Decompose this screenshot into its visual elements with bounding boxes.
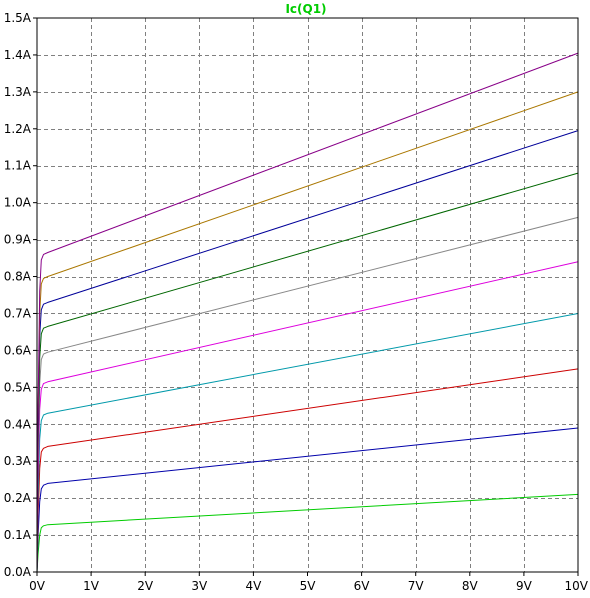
series-line-9: [36, 91, 579, 573]
series-line-3: [36, 368, 579, 573]
y-tick-label: 1.1A: [4, 159, 32, 173]
y-tick-label: 0.9A: [4, 233, 32, 247]
y-tick-label: 0.3A: [4, 454, 32, 468]
series-line-10: [36, 52, 579, 573]
x-tick-label: 3V: [191, 579, 208, 593]
y-tick-label: 1.4A: [4, 48, 32, 62]
x-tick-label: 5V: [300, 579, 317, 593]
x-tick-label: 1V: [83, 579, 100, 593]
y-tick-label: 1.0A: [4, 196, 32, 210]
series-line-5: [36, 261, 579, 573]
plot-frame: [36, 17, 579, 573]
series-lines: [36, 52, 579, 573]
grid-lines: [37, 18, 578, 572]
y-axis-ticks: 0.0A 0.1A 0.2A 0.3A 0.4A 0.5A 0.6A 0.7A 0.8A 0.9A…: [4, 11, 37, 579]
series-line-6: [36, 216, 579, 573]
y-tick-label: 1.3A: [4, 85, 32, 99]
y-tick-label: 0.8A: [4, 270, 32, 284]
y-tick-label: 0.2A: [4, 491, 32, 505]
y-tick-label: 0.0A: [4, 565, 32, 579]
x-tick-label: 10V: [565, 579, 589, 593]
series-line-7: [36, 172, 579, 573]
x-tick-label: 7V: [408, 579, 425, 593]
x-tick-label: 9V: [516, 579, 533, 593]
x-tick-label: 0V: [29, 579, 46, 593]
y-tick-label: 0.1A: [4, 528, 32, 542]
y-tick-label: 1.5A: [4, 11, 32, 25]
series-line-2: [36, 427, 579, 573]
x-tick-label: 4V: [245, 579, 262, 593]
x-tick-label: 8V: [462, 579, 479, 593]
x-tick-label: 6V: [354, 579, 371, 593]
y-tick-label: 0.6A: [4, 343, 32, 357]
x-tick-label: 2V: [137, 579, 154, 593]
series-line-4: [36, 313, 579, 573]
x-axis-ticks: 0V 1V 2V 3V 4V 5V 6V 7V 8V 9V 10V: [29, 572, 589, 593]
chart-title: Ic(Q1): [285, 2, 326, 16]
y-tick-label: 0.4A: [4, 417, 32, 431]
series-line-1: [36, 493, 579, 573]
y-tick-label: 0.7A: [4, 306, 32, 320]
y-tick-label: 0.5A: [4, 380, 32, 394]
y-tick-label: 1.2A: [4, 122, 32, 136]
